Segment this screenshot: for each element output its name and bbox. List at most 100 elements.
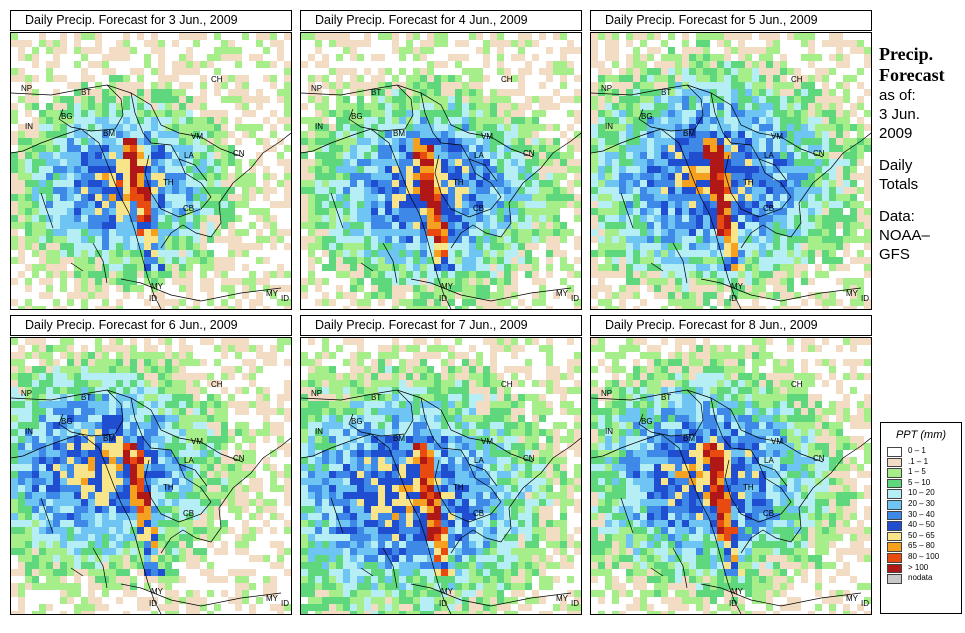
precip-cell bbox=[144, 401, 151, 408]
precip-cell bbox=[661, 208, 668, 215]
precip-cell bbox=[654, 187, 661, 194]
panel-title: Daily Precip. Forecast for 4 Jun., 2009 bbox=[300, 10, 582, 31]
precip-cell bbox=[476, 145, 483, 152]
precip-cell bbox=[462, 103, 469, 110]
precip-cell bbox=[455, 54, 462, 61]
precip-cell bbox=[67, 513, 74, 520]
precip-cell bbox=[476, 173, 483, 180]
precip-cell bbox=[102, 187, 109, 194]
precip-cell bbox=[277, 485, 284, 492]
precip-cell bbox=[682, 124, 689, 131]
precip-cell bbox=[144, 194, 151, 201]
precip-cell bbox=[179, 492, 186, 499]
precip-cell bbox=[661, 96, 668, 103]
precip-cell bbox=[724, 54, 731, 61]
precip-cell bbox=[270, 33, 277, 40]
precip-cell bbox=[179, 89, 186, 96]
precip-cell bbox=[371, 208, 378, 215]
precip-cell bbox=[717, 68, 724, 75]
precip-cell bbox=[158, 422, 165, 429]
precip-cell bbox=[703, 110, 710, 117]
precip-cell bbox=[270, 145, 277, 152]
precip-cell bbox=[186, 436, 193, 443]
precip-cell bbox=[710, 257, 717, 264]
precip-cell bbox=[441, 306, 448, 309]
precip-cell bbox=[11, 257, 18, 264]
precip-cell bbox=[165, 201, 172, 208]
precip-cell bbox=[88, 450, 95, 457]
precip-cell bbox=[717, 145, 724, 152]
precip-cell bbox=[371, 138, 378, 145]
precip-cell bbox=[427, 145, 434, 152]
precip-cell bbox=[270, 292, 277, 299]
precip-cell bbox=[626, 257, 633, 264]
precip-cell bbox=[95, 257, 102, 264]
precip-cell bbox=[392, 229, 399, 236]
precip-cell bbox=[308, 278, 315, 285]
precip-cell bbox=[74, 138, 81, 145]
precip-cell bbox=[228, 243, 235, 250]
precip-cell bbox=[74, 117, 81, 124]
precip-cell bbox=[263, 117, 270, 124]
precip-cell bbox=[703, 187, 710, 194]
precip-cell bbox=[214, 68, 221, 75]
precip-cell bbox=[144, 478, 151, 485]
precip-cell bbox=[123, 229, 130, 236]
precip-cell bbox=[137, 96, 144, 103]
precip-cell bbox=[39, 145, 46, 152]
precip-cell bbox=[60, 513, 67, 520]
precip-cell bbox=[343, 47, 350, 54]
precip-cell bbox=[689, 138, 696, 145]
precip-cell bbox=[399, 82, 406, 89]
precip-cell bbox=[738, 54, 745, 61]
precip-cell bbox=[773, 257, 780, 264]
precip-cell bbox=[193, 201, 200, 208]
precip-cell bbox=[385, 33, 392, 40]
precip-cell bbox=[315, 166, 322, 173]
precip-cell bbox=[25, 380, 32, 387]
precip-cell bbox=[102, 68, 109, 75]
precip-cell bbox=[724, 47, 731, 54]
precip-cell bbox=[301, 278, 308, 285]
precip-cell bbox=[661, 138, 668, 145]
precip-cell bbox=[766, 54, 773, 61]
precip-cell bbox=[284, 89, 291, 96]
precip-cell bbox=[469, 152, 476, 159]
precip-cell bbox=[703, 96, 710, 103]
precip-cell bbox=[214, 443, 221, 450]
precip-cell bbox=[228, 278, 235, 285]
precip-cell bbox=[11, 541, 18, 548]
precip-cell bbox=[158, 194, 165, 201]
precip-cell bbox=[462, 292, 469, 299]
precip-cell bbox=[808, 208, 815, 215]
precip-cell bbox=[322, 173, 329, 180]
precip-cell bbox=[60, 75, 67, 82]
precip-cell bbox=[598, 299, 605, 306]
precip-cell bbox=[263, 215, 270, 222]
precip-cell bbox=[46, 408, 53, 415]
precip-cell bbox=[109, 75, 116, 82]
precip-cell bbox=[801, 194, 808, 201]
precip-cell bbox=[322, 215, 329, 222]
precip-cell bbox=[724, 138, 731, 145]
precip-cell bbox=[81, 166, 88, 173]
precip-cell bbox=[448, 187, 455, 194]
precip-cell bbox=[74, 359, 81, 366]
precip-cell bbox=[165, 208, 172, 215]
precip-cell bbox=[186, 250, 193, 257]
precip-cell bbox=[179, 215, 186, 222]
precip-cell bbox=[60, 180, 67, 187]
precip-cell bbox=[172, 61, 179, 68]
precip-cell bbox=[109, 527, 116, 534]
precip-cell bbox=[186, 180, 193, 187]
precip-cell bbox=[822, 82, 829, 89]
precip-cell bbox=[441, 103, 448, 110]
precip-cell bbox=[553, 243, 560, 250]
precip-cell bbox=[242, 194, 249, 201]
precip-cell bbox=[385, 222, 392, 229]
precip-cell bbox=[179, 285, 186, 292]
precip-cell bbox=[801, 117, 808, 124]
precip-cell bbox=[81, 485, 88, 492]
precip-cell bbox=[116, 366, 123, 373]
precip-cell bbox=[336, 68, 343, 75]
